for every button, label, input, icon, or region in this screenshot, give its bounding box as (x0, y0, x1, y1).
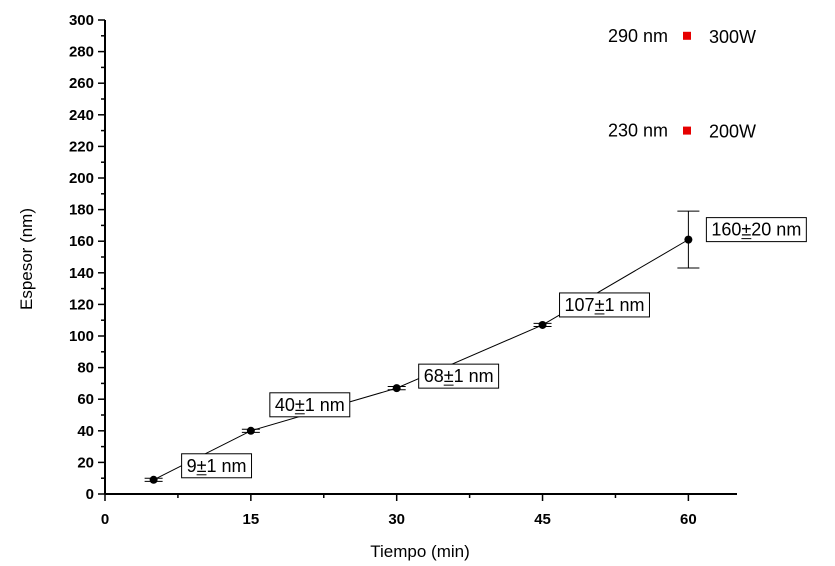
annotations: 9±1 nm 40±1 nm 68±1 nm 107±1 nm 160±20 nm (181, 217, 807, 479)
reference-marker (683, 31, 691, 40)
y-tick-label: 220 (69, 138, 94, 155)
y-tick-label: 60 (77, 391, 94, 408)
y-tick-label: 140 (69, 265, 94, 282)
y-tick-label: 180 (69, 202, 94, 219)
y-tick-label: 20 (77, 454, 94, 471)
annotation: 9±1 nm (181, 453, 253, 479)
y-tick-label: 280 (69, 44, 94, 61)
data-point (392, 384, 401, 393)
y-tick-label: 40 (77, 423, 94, 440)
reference-points: 290 nm 300W 230 nm 200W (608, 26, 756, 142)
reference-power-label: 300W (709, 27, 756, 47)
annotation: 40±1 nm (269, 392, 351, 418)
annotation-box (705, 217, 807, 243)
y-axis-label: Espesor (nm) (17, 208, 36, 310)
x-tick-label: 0 (101, 511, 109, 528)
reference-power-label: 200W (709, 122, 756, 142)
annotation-box (181, 453, 253, 479)
data-point (684, 235, 693, 244)
annotation: 68±1 nm (418, 363, 500, 389)
annotation-label: 107±1 nm (565, 295, 645, 315)
y-tick-label: 300 (69, 12, 94, 29)
reference-marker (683, 126, 691, 135)
reference-value-label: 290 nm (608, 26, 668, 46)
y-tick-label: 80 (77, 360, 94, 377)
reference-point: 290 nm 300W (608, 26, 756, 47)
x-tick-label: 15 (243, 511, 260, 528)
y-tick-label: 240 (69, 107, 94, 124)
x-axis-label: Tiempo (min) (370, 542, 470, 561)
data-point (246, 426, 255, 435)
y-tick-label: 0 (86, 486, 94, 503)
y-tick-label: 200 (69, 170, 94, 187)
reference-value-label: 230 nm (608, 121, 668, 141)
data-point (538, 320, 547, 329)
annotation: 107±1 nm (559, 292, 650, 318)
data-point (149, 475, 158, 484)
axes: 0 20 40 60 80 100 120 140 160 180 200 220 240 260 280 3… (69, 12, 737, 528)
annotation-label: 40±1 nm (275, 395, 345, 415)
y-tick-label: 120 (69, 296, 94, 313)
annotation-box (269, 392, 351, 418)
data-series (144, 210, 700, 484)
series-line (153, 239, 689, 481)
y-tick-label: 160 (69, 233, 94, 250)
annotation-label: 9±1 nm (187, 456, 247, 476)
annotation: 160±20 nm (705, 217, 807, 243)
y-tick-label: 260 (69, 75, 94, 92)
x-tick-label: 45 (534, 511, 551, 528)
annotation-box (418, 363, 500, 389)
annotation-label: 160±20 nm (711, 220, 801, 240)
annotation-label: 68±1 nm (424, 366, 494, 386)
x-tick-label: 30 (388, 511, 405, 528)
y-tick-label: 100 (69, 328, 94, 345)
reference-point: 230 nm 200W (608, 121, 756, 142)
x-tick-label: 60 (680, 511, 697, 528)
annotation-box (559, 292, 650, 318)
